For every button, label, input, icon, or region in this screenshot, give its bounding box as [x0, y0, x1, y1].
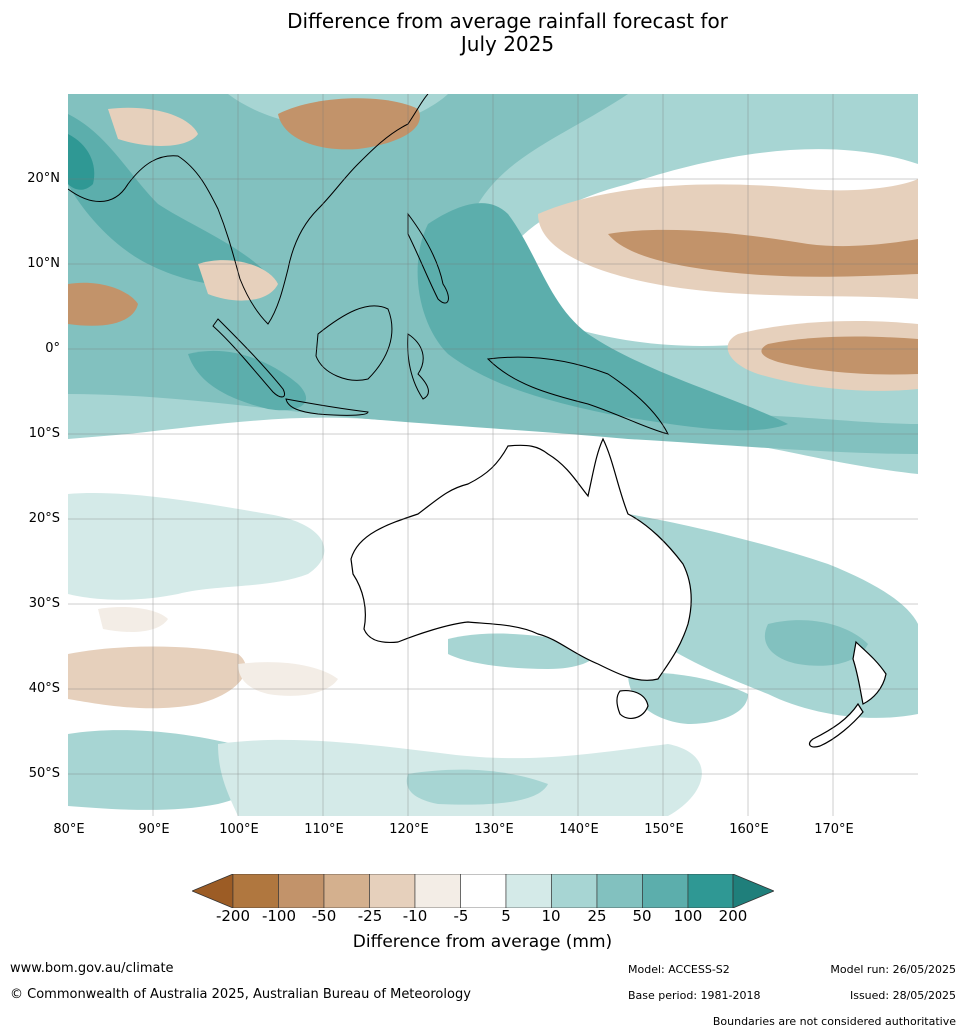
lon-label-150e: 150°E — [644, 822, 684, 837]
map-title: Difference from average rainfall forecas… — [0, 10, 965, 56]
map-svg — [68, 94, 918, 816]
copyright-text: © Commonwealth of Australia 2025, Austra… — [10, 987, 471, 1002]
australia-outline — [350, 437, 692, 681]
wet-region-strong — [68, 134, 95, 190]
colorbar-legend — [190, 873, 776, 909]
lon-label-90e: 90°E — [138, 822, 170, 837]
lon-label-100e: 100°E — [219, 822, 259, 837]
colorbar-arrow-low — [190, 873, 234, 909]
colorbar-swatch-8 — [551, 873, 598, 909]
wet-region-south-indian — [68, 493, 325, 600]
colorbar-svg — [190, 873, 776, 909]
boundary-disclaimer: Boundaries are not considered authoritat… — [712, 1015, 956, 1028]
colorbar-swatch-2 — [278, 873, 325, 909]
lat-label-50s: 50°S — [28, 766, 60, 781]
lon-label-140e: 140°E — [559, 822, 599, 837]
colorbar-tick: -10 — [402, 907, 428, 925]
lat-label-40s: 40°S — [28, 681, 60, 696]
lat-label-20n: 20°N — [27, 171, 60, 186]
wet-region-south-central-core — [406, 769, 548, 805]
lon-label-160e: 160°E — [729, 822, 769, 837]
lat-label-0: 0° — [45, 341, 60, 356]
lon-label-170e: 170°E — [814, 822, 854, 837]
lon-label-130e: 130°E — [474, 822, 514, 837]
lat-label-10s: 10°S — [28, 426, 60, 441]
website-link[interactable]: www.bom.gov.au/climate — [10, 961, 174, 976]
colorbar-swatch-3 — [323, 873, 370, 909]
lat-label-30s: 30°S — [28, 596, 60, 611]
lon-label-80e: 80°E — [53, 822, 85, 837]
colorbar-swatch-11 — [687, 873, 734, 909]
colorbar-swatch-4 — [369, 873, 416, 909]
colorbar-swatch-1 — [232, 873, 279, 909]
model-name: Model: ACCESS-S2 — [628, 963, 730, 976]
colorbar-tick: 5 — [501, 907, 511, 925]
wet-region-southeast — [628, 672, 748, 724]
wet-region-north-mid — [68, 94, 918, 454]
dry-region-pacific-north-core — [608, 229, 918, 277]
dry-region-india-west — [68, 282, 138, 326]
colorbar-swatch-6 — [460, 873, 507, 909]
lon-label-110e: 110°E — [304, 822, 344, 837]
wet-region-core-west — [68, 114, 268, 285]
issued-date: Issued: 28/05/2025 — [849, 989, 956, 1002]
gridlines — [68, 94, 918, 816]
dry-region-south-indian-light — [238, 662, 338, 696]
colorbar-swatch-10 — [642, 873, 689, 909]
dry-region-south-indian — [68, 646, 246, 709]
java-outline — [285, 398, 369, 416]
colorbar-tick: -200 — [215, 907, 251, 925]
colorbar-swatch-5 — [414, 873, 461, 909]
title-line-1: Difference from average rainfall forecas… — [287, 9, 728, 33]
dry-region-equatorial-east-core — [761, 336, 918, 375]
colorbar-tick: -50 — [311, 907, 337, 925]
colorbar-tick: 10 — [541, 907, 561, 925]
new-zealand-north-island — [852, 640, 887, 705]
colorbar-swatch-9 — [596, 873, 643, 909]
colorbar-tick: 25 — [587, 907, 607, 925]
colorbar-tick: -100 — [261, 907, 297, 925]
lon-label-120e: 120°E — [389, 822, 429, 837]
philippines-outline — [407, 212, 449, 304]
wet-region-tasman — [609, 514, 918, 718]
colorbar-arrow-high — [732, 873, 776, 909]
colorbar-tick: 50 — [632, 907, 652, 925]
base-period: Base period: 1981-2018 — [628, 989, 761, 1002]
lat-label-10n: 10°N — [27, 256, 60, 271]
lat-label-20s: 20°S — [28, 511, 60, 526]
sumatra-outline — [212, 318, 286, 398]
dry-region-china — [278, 98, 420, 150]
model-run-date: Model run: 26/05/2025 — [830, 963, 956, 976]
dry-region-south-small — [98, 607, 168, 632]
new-zealand-south-island — [808, 702, 864, 748]
rainfall-map — [68, 94, 918, 816]
asia-mainland-outline — [68, 94, 429, 325]
colorbar-tick: -5 — [453, 907, 469, 925]
wet-region-core — [417, 203, 788, 431]
colorbar-tick: 100 — [673, 907, 703, 925]
colorbar-swatch-7 — [505, 873, 552, 909]
borneo-outline — [315, 305, 393, 381]
tasmania-outline — [616, 689, 649, 720]
colorbar-tick: -25 — [357, 907, 383, 925]
legend-title: Difference from average (mm) — [352, 932, 613, 952]
colorbar-tick: 200 — [718, 907, 748, 925]
wet-region-tasman-core — [764, 620, 868, 666]
title-line-2: July 2025 — [460, 32, 555, 56]
sulawesi-outline — [407, 333, 429, 400]
